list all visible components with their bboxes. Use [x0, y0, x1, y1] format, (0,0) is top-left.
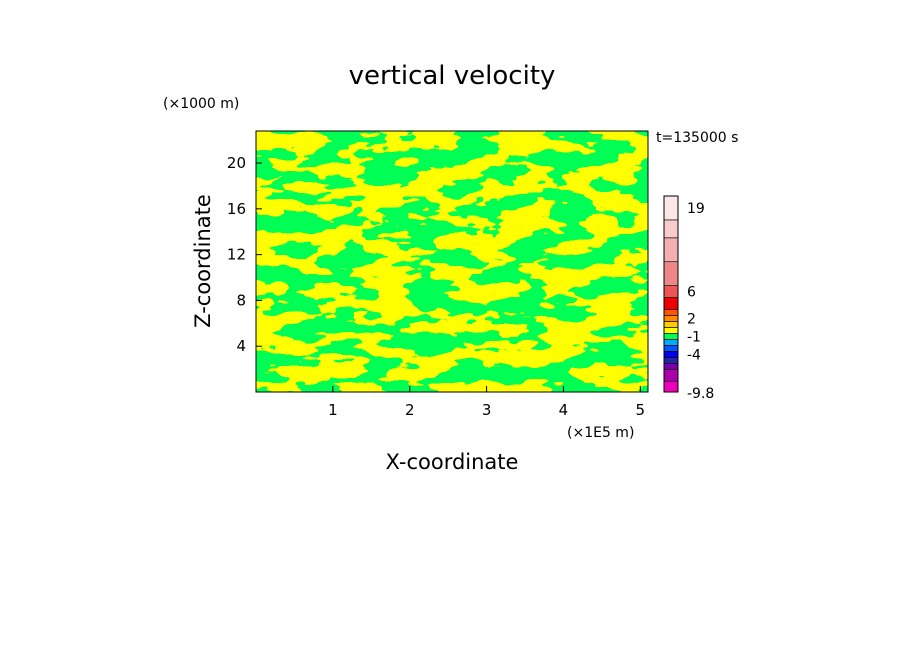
y-axis-title: Z-coordinate	[191, 194, 215, 328]
x-tick-label: 3	[482, 401, 492, 419]
y-tick-label: 20	[227, 154, 246, 172]
colorbar-segment	[663, 285, 679, 298]
x-tick-label: 5	[636, 401, 646, 419]
colorbar-segment	[663, 321, 679, 328]
chart-title: vertical velocity	[349, 61, 556, 91]
y-axis-ticks: 4 8 12 16 20	[227, 154, 262, 355]
colorbar-segment	[663, 219, 679, 239]
colorbar-segment	[663, 357, 679, 364]
colorbar-tick-label: -4	[687, 347, 701, 363]
y-tick-label: 12	[227, 246, 246, 264]
colorbar-segment	[663, 351, 679, 358]
colorbar-tick-labels: 19 6 2-1 -4 -9.8	[687, 201, 714, 402]
colorbar-segment	[663, 333, 679, 340]
colorbar-tick-label: 6	[687, 285, 696, 301]
y-tick-label: 8	[236, 291, 246, 309]
x-unit-label: (×1E5 m)	[567, 425, 634, 441]
colorbar-segment	[663, 339, 679, 346]
colorbar-segment	[663, 345, 679, 352]
y-tick-label: 4	[236, 337, 246, 355]
colorbar-tick-label: -9.8	[687, 386, 714, 402]
y-tick-label: 16	[227, 200, 246, 218]
colorbar-segment	[663, 237, 679, 263]
colorbar-segment	[663, 327, 679, 334]
colorbar-tick-label: -1	[687, 329, 701, 345]
colorbar-segment	[663, 315, 679, 322]
x-tick-label: 2	[405, 401, 415, 419]
y-unit-label: (×1000 m)	[163, 96, 239, 112]
x-tick-label: 4	[559, 401, 569, 419]
field-positive-region	[256, 131, 648, 392]
time-label: t=135000 s	[656, 130, 738, 146]
colorbar-segment	[663, 363, 679, 370]
x-axis-title: X-coordinate	[386, 450, 519, 474]
colorbar	[663, 195, 679, 393]
colorbar-segment	[663, 195, 679, 221]
colorbar-tick-label: 2	[687, 312, 696, 328]
contour-field	[256, 131, 648, 392]
colorbar-segment	[663, 261, 679, 286]
x-tick-label: 1	[328, 401, 338, 419]
colorbar-segment	[663, 380, 679, 393]
x-axis-ticks: 1 2 3 4 5	[328, 386, 645, 419]
colorbar-frame	[663, 195, 679, 393]
colorbar-segment	[663, 309, 679, 316]
colorbar-segment	[663, 297, 679, 310]
colorbar-segment	[663, 368, 679, 382]
plot-frame	[255, 130, 649, 393]
colorbar-tick-label: 19	[687, 201, 705, 217]
